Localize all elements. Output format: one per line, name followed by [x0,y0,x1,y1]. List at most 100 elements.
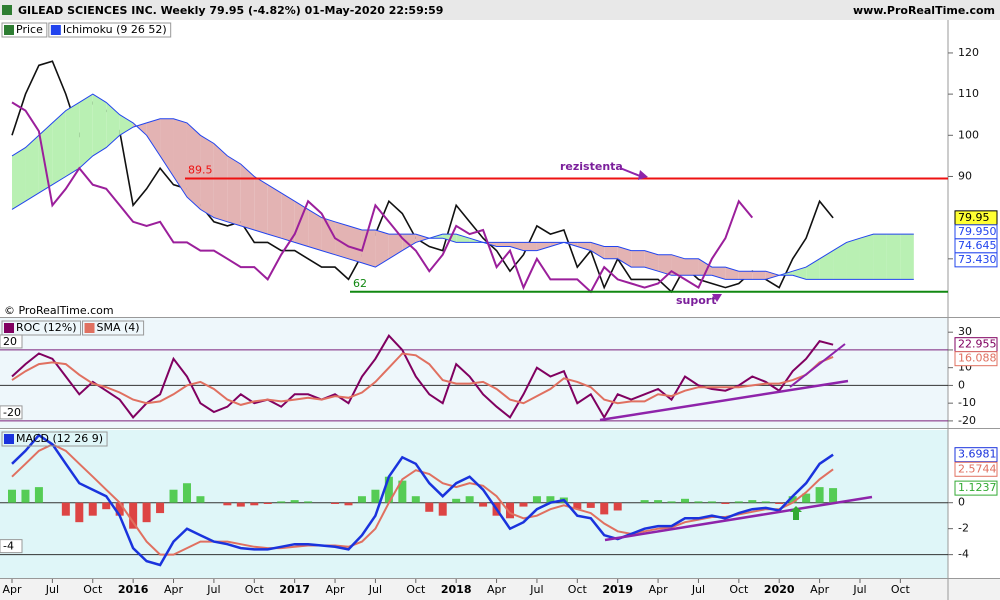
trend-line [604,495,873,542]
histogram-bar [8,489,16,503]
histogram-bar [425,502,434,512]
legend-box [48,22,172,38]
histogram-bar [586,502,595,508]
histogram-bar [573,502,582,510]
histogram-bar [223,502,232,506]
x-tick-label: Oct [245,583,265,596]
cloud-segment [402,234,416,251]
x-tick-label: Jul [45,583,59,596]
y-tick-label: 120 [958,46,979,59]
value-label: 79.95 [958,211,990,224]
level-label: -4 [3,540,14,553]
cloud-segment [752,271,766,280]
value-label-box [954,461,998,477]
x-tick-label: Apr [810,583,830,596]
cloud-segment [496,242,511,247]
x-tick-label: Jul [206,583,220,596]
arrow-head [712,294,722,302]
value-label: 74.645 [958,239,997,252]
histogram-bar [829,488,838,503]
histogram-bar [290,500,299,503]
histogram-bar [775,502,784,504]
cloud-segment [375,230,389,268]
histogram-bar [236,502,245,507]
histogram-bar [640,500,649,503]
cloud-segment [65,102,80,177]
histogram-bar [815,487,824,503]
cloud-segment [590,242,605,259]
cloud-segment [281,192,295,243]
header-title: GILEAD SCIENCES INC. Weekly 79.95 (-4.82… [18,4,443,17]
header-bar [0,0,1000,20]
hline-label: 62 [353,277,367,290]
histogram-bar [654,500,663,503]
histogram-bar [156,502,165,514]
series-line [11,352,834,406]
histogram-bar [788,496,797,503]
histogram-bar [21,489,30,503]
x-tick-label: Apr [326,583,346,596]
histogram-bar [681,498,689,503]
legend-box [1,320,82,336]
y-tick-label: -4 [958,548,969,561]
histogram-bar [613,502,622,511]
x-tick-label: 2018 [441,583,472,596]
cloud-segment [348,225,362,263]
cloud-segment [523,242,537,251]
series-line [11,60,834,294]
cloud-segment [335,221,349,259]
legend-box [82,320,145,336]
histogram-bar [384,476,393,503]
histogram-bar [438,502,447,516]
histogram-bar [88,502,97,516]
histogram-bar [707,501,716,503]
x-tick-label: 2016 [118,583,149,596]
histogram-bar [196,496,205,503]
x-tick-label: Jul [852,583,866,596]
lagging-line [11,101,754,294]
histogram-bar [304,501,313,503]
x-tick-label: 2020 [764,583,795,596]
signal-arrow [790,506,802,520]
cloud-edge [11,118,914,280]
value-label-box [954,351,998,367]
cloud-segment [873,234,887,280]
histogram-bar [600,502,609,515]
annotation: suport [676,294,717,307]
x-tick-label: 2019 [602,583,633,596]
cloud-segment [415,234,430,243]
header-site: www.ProRealTime.com [853,4,995,17]
cloud-segment [685,258,699,276]
cloud-segment [294,201,309,247]
legend-label: SMA (4) [97,321,140,334]
histogram-bar [398,480,407,503]
histogram-bar [734,501,743,503]
cloud-segment [361,230,376,268]
x-tick-label: Apr [164,583,184,596]
x-tick-label: 2017 [279,583,310,596]
y-tick-label: 0 [958,378,965,391]
cloud-segment [456,234,470,243]
cloud-segment [604,246,618,259]
cloud-segment [617,246,632,268]
legend-label: Price [16,23,43,36]
x-tick-label: Oct [891,583,911,596]
histogram-bar [182,483,191,503]
histogram-bar [115,502,124,516]
annotation: rezistenta [560,160,623,173]
price-panel [0,20,948,317]
cloud-segment [765,271,780,280]
y-tick-label: -10 [958,396,976,409]
histogram-bar [546,496,555,503]
x-tick-label: Oct [406,583,426,596]
arrow-head [638,170,648,180]
x-tick-label: Jul [529,583,543,596]
cloud-segment [536,242,551,251]
histogram-bar [142,502,151,523]
value-label: 1.1237 [958,481,997,494]
x-axis-bar [0,579,1000,600]
cloud-segment [833,242,847,280]
histogram-bar [344,502,353,506]
y-tick-label: 0 [958,496,965,509]
cloud-segment [577,242,591,251]
